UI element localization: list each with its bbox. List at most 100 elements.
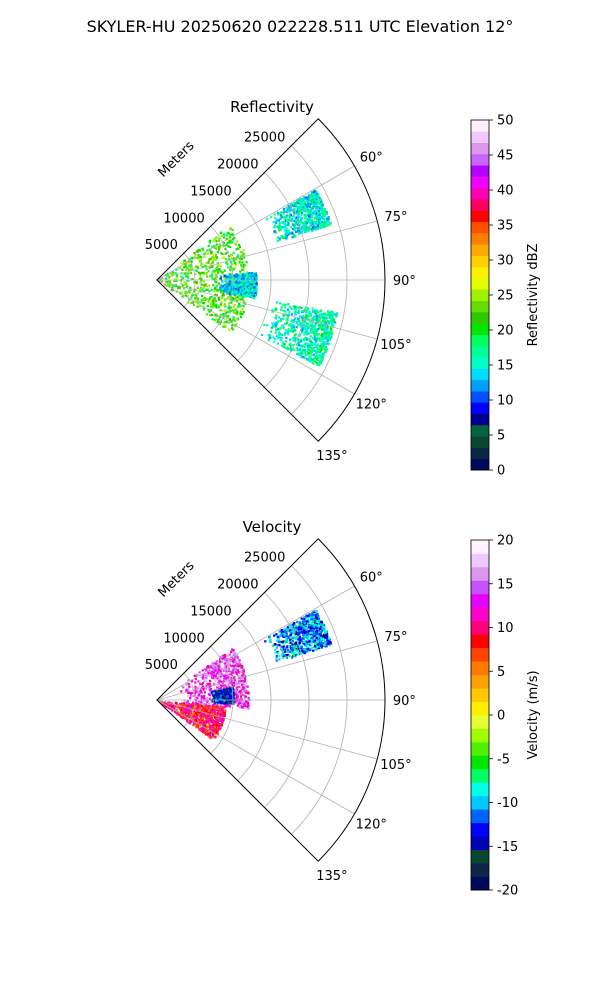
- echo-gate: [200, 286, 203, 290]
- echo-gate: [209, 702, 212, 705]
- echo-gate: [281, 341, 285, 344]
- echo-gate: [306, 325, 309, 328]
- echo-gate: [226, 231, 229, 234]
- echo-gate: [317, 321, 320, 324]
- echo-gate: [284, 237, 287, 240]
- echo-gate: [313, 222, 316, 225]
- echo-gate: [247, 697, 250, 700]
- echo-gate: [205, 283, 208, 286]
- echo-gate: [203, 724, 206, 727]
- echo-gate: [206, 731, 209, 734]
- echo-gate: [312, 361, 315, 365]
- echo-gate: [195, 281, 198, 284]
- echo-gate: [299, 206, 302, 209]
- echo-gate: [320, 328, 324, 331]
- echo-gate: [210, 252, 213, 255]
- echo-gate: [194, 297, 197, 300]
- echo-gate: [319, 345, 322, 348]
- echo-gate: [274, 331, 277, 334]
- range-tick-label: 5000: [145, 238, 178, 253]
- echo-gate: [245, 288, 248, 291]
- echo-gate: [296, 223, 300, 226]
- echo-gate: [247, 707, 250, 710]
- echo-gate: [208, 298, 211, 301]
- echo-gate: [225, 258, 229, 261]
- echo-gate: [299, 200, 302, 203]
- echo-gate: [278, 221, 281, 224]
- echo-gate: [242, 252, 245, 255]
- echo-gate: [214, 314, 217, 317]
- echo-gate: [185, 264, 188, 267]
- echo-gate: [273, 337, 276, 341]
- azimuth-tick-label: 60°: [360, 150, 383, 165]
- echo-gate: [316, 196, 320, 199]
- echo-gate: [215, 240, 218, 243]
- echo-gate: [290, 217, 294, 221]
- echo-gate: [221, 271, 224, 274]
- echo-gate: [317, 218, 321, 221]
- echo-gate: [199, 701, 203, 704]
- echo-gate: [227, 676, 230, 679]
- echo-gate: [214, 258, 217, 261]
- echo-gate: [211, 709, 214, 712]
- echo-gate: [207, 675, 210, 678]
- echo-gate: [320, 325, 323, 328]
- echo-gate: [190, 260, 193, 264]
- echo-gate: [220, 309, 223, 312]
- echo-gate: [212, 692, 215, 695]
- echo-gate: [301, 355, 304, 359]
- echo-gate: [200, 727, 203, 730]
- echo-gate: [201, 719, 204, 722]
- echo-gate: [239, 304, 242, 307]
- echo-gate: [179, 286, 182, 289]
- echo-gate: [243, 282, 246, 285]
- echo-gate: [219, 690, 222, 693]
- echo-gate: [279, 225, 283, 228]
- echo-gate: [221, 281, 224, 284]
- echo-gate: [297, 341, 300, 344]
- echo-gate: [234, 284, 237, 287]
- echo-gate: [292, 326, 296, 329]
- echo-gate: [291, 232, 294, 235]
- echo-gate: [302, 316, 305, 319]
- echo-gate: [305, 314, 308, 317]
- echo-gate: [195, 256, 198, 259]
- echo-gate: [220, 696, 223, 699]
- echo-gate: [317, 318, 320, 321]
- echo-gate: [180, 275, 183, 278]
- echo-gate: [209, 675, 212, 678]
- echo-gate: [322, 353, 325, 356]
- colorbar-segment: [471, 436, 489, 448]
- echo-gate: [219, 251, 222, 255]
- echo-gate: [309, 349, 312, 352]
- echo-gate: [217, 318, 220, 322]
- colorbar-tick-label: 15: [497, 359, 514, 374]
- colorbar-label: Reflectivity dBZ: [526, 244, 541, 347]
- echo-gate: [317, 362, 320, 365]
- echo-gate: [225, 685, 228, 688]
- echo-gate: [321, 337, 324, 340]
- colorbar-segment: [471, 176, 489, 189]
- echo-gate: [300, 322, 303, 325]
- echo-gate: [311, 193, 314, 196]
- echo-gate: [301, 317, 304, 320]
- echo-gate: [185, 715, 188, 718]
- echo-gate: [168, 281, 172, 284]
- echo-gate: [219, 244, 222, 247]
- echo-gate: [282, 212, 285, 215]
- echo-gate: [250, 272, 254, 275]
- echo-gate: [307, 196, 310, 199]
- echo-gate: [230, 650, 233, 654]
- echo-gate: [311, 321, 315, 324]
- echo-gate: [215, 667, 218, 670]
- echo-gate: [330, 329, 333, 332]
- echo-gate: [185, 688, 188, 691]
- echo-gate: [209, 275, 212, 278]
- echo-gate: [209, 258, 212, 261]
- echo-gate: [242, 690, 245, 693]
- echo-gate: [209, 718, 212, 721]
- echo-gate: [234, 669, 237, 672]
- echo-gate: [296, 218, 299, 221]
- echo-gate: [311, 226, 315, 229]
- echo-gate: [293, 333, 297, 337]
